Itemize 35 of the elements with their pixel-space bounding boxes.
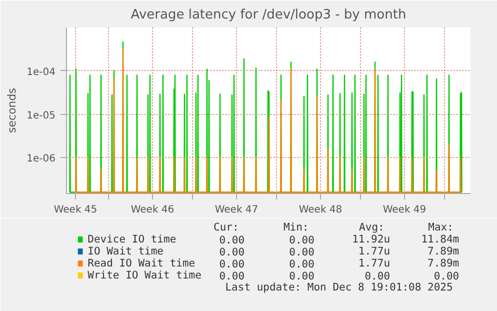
text: 0.00 (434, 270, 460, 282)
text: 0.00 (289, 270, 314, 282)
legend-label: IO Wait time (88, 246, 164, 258)
text: 7.89m (428, 246, 460, 258)
text: Max: (428, 222, 454, 234)
text: 0.00 (289, 234, 314, 246)
chart-title: Average latency for /dev/loop3 - by month (130, 8, 406, 22)
text: 0.00 (219, 258, 245, 270)
text: Min: (283, 222, 309, 234)
legend-label: Write IO Wait time (88, 270, 202, 282)
text: 0.00 (289, 258, 314, 270)
y-tick-label: 1e-06 (26, 154, 56, 165)
text: 0.00 (289, 246, 314, 258)
text: 0.00 (219, 234, 245, 246)
text: 1.77u (358, 258, 390, 270)
y-tick-label: 1e-05 (26, 110, 56, 122)
x-tick-label: Week 48 (298, 204, 342, 216)
y-tick-label: 1e-04 (26, 66, 56, 78)
text: 0.00 (364, 270, 390, 282)
text: 11.92u (352, 234, 390, 246)
text: 7.89m (428, 258, 460, 270)
text: 1.77u (358, 246, 390, 258)
text: 0.00 (219, 246, 245, 258)
x-tick-label: Week 45 (54, 204, 98, 216)
x-tick-label: Week 46 (130, 204, 174, 216)
y-axis-title: seconds (6, 88, 19, 133)
x-tick-label: Week 47 (214, 204, 258, 216)
text: 11.84m (421, 234, 460, 246)
text: Last update: Mon Dec 8 19:01:08 2025 (225, 282, 453, 294)
text: Cur: (214, 222, 239, 234)
text: 0.00 (219, 270, 245, 282)
legend-label: Device IO time (88, 234, 176, 246)
text: Avg: (359, 222, 384, 234)
legend-label: Read IO Wait time (88, 258, 196, 270)
x-tick-label: Week 49 (382, 204, 426, 216)
